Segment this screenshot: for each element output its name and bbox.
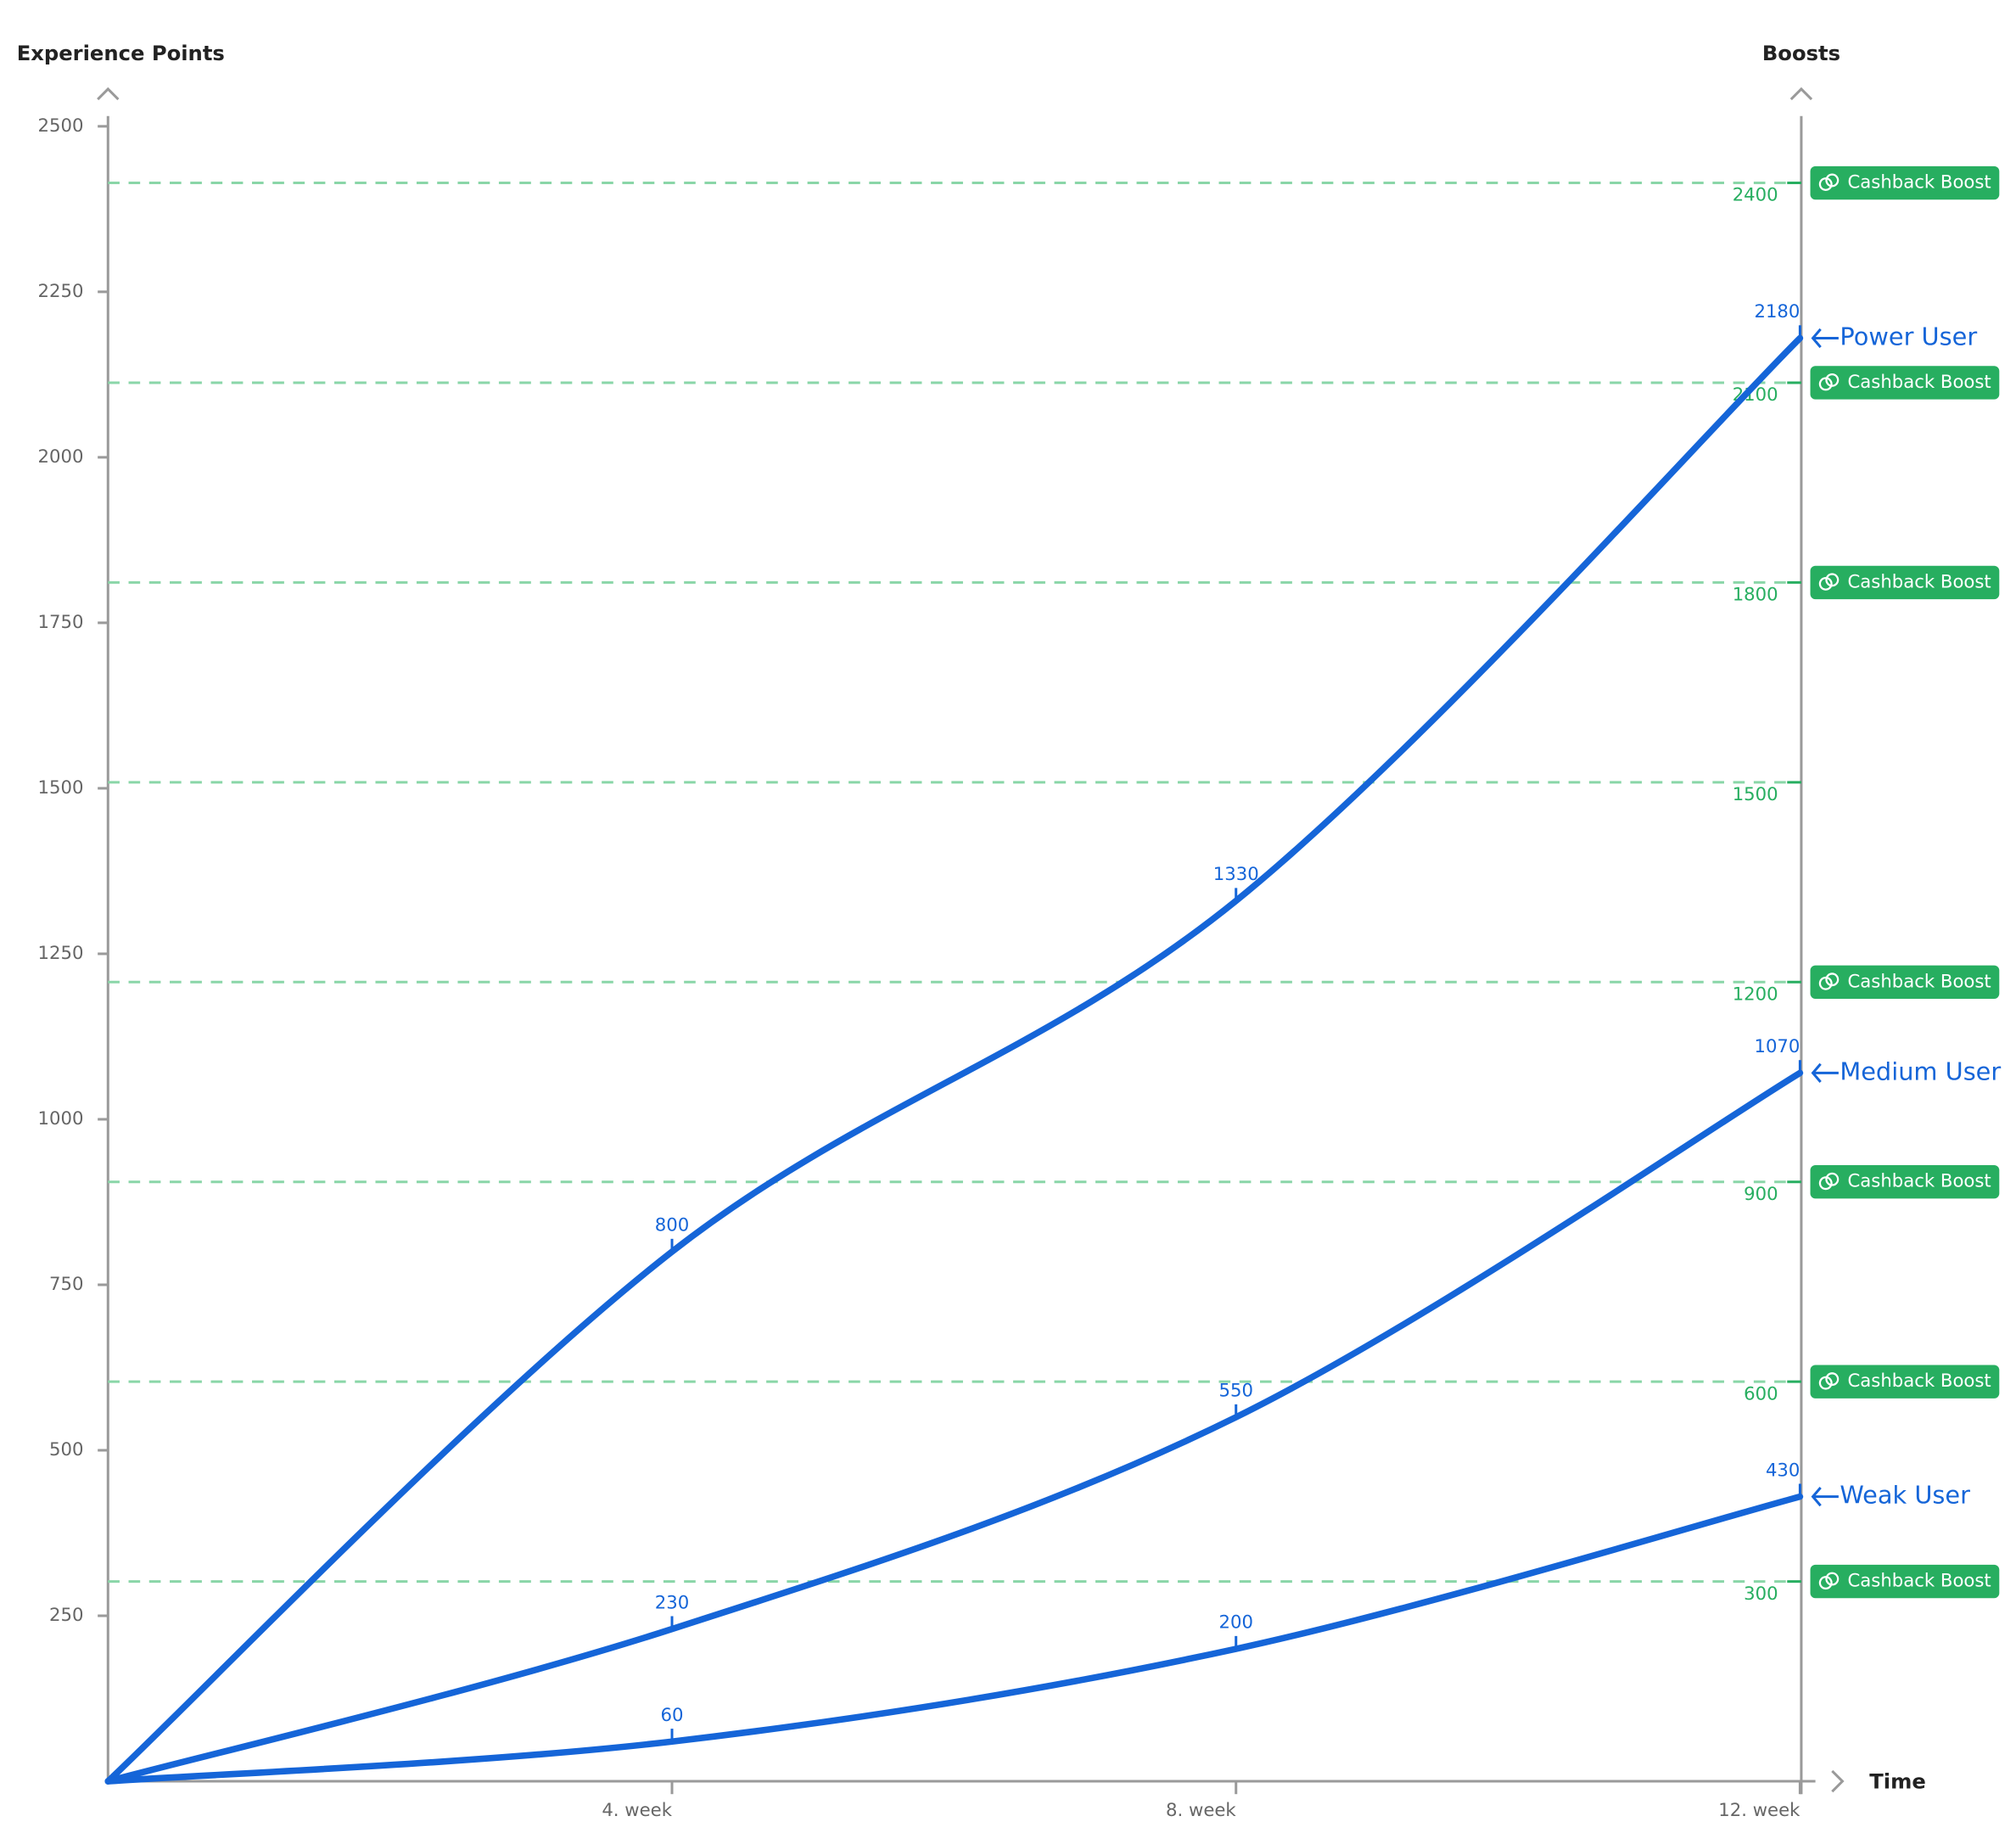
y2-tick-label: 900 (1744, 1184, 1778, 1205)
y2-axis-title: Boosts (1762, 41, 1840, 65)
boost-badge: Cashback Boost (1810, 565, 2000, 600)
boost-badge: Cashback Boost (1810, 165, 2000, 200)
badge-icon (1825, 573, 1840, 587)
y-tick-label: 1000 (38, 1108, 84, 1130)
x-axis-title: Time (1869, 1769, 1926, 1794)
value-label: 200 (1218, 1612, 1252, 1634)
y-tick-label: 250 (49, 1605, 83, 1626)
boost-badge: Cashback Boost (1810, 1365, 2000, 1399)
value-label: 230 (655, 1592, 689, 1613)
x-tick-label: 12. week (1718, 1800, 1800, 1821)
legend-label: Power User (1840, 322, 1977, 350)
y2-tick-label: 2400 (1733, 185, 1778, 206)
boost-badge: Cashback Boost (1810, 1564, 2000, 1599)
badge-label: Cashback Boost (1847, 372, 1991, 393)
y2-tick-label: 1500 (1733, 784, 1778, 805)
y2-tick-label: 1200 (1733, 984, 1778, 1005)
badge-box (1810, 565, 2000, 600)
y-tick-label: 500 (49, 1439, 83, 1460)
badge-label: Cashback Boost (1847, 1171, 1991, 1192)
badge-label: Cashback Boost (1847, 1371, 1991, 1392)
y-axis-title: Experience Points (17, 41, 225, 65)
boost-badge: Cashback Boost (1810, 965, 2000, 999)
badge-icon (1825, 1172, 1840, 1186)
y-tick-label: 2500 (38, 115, 84, 137)
y-tick-label: 2250 (38, 281, 84, 302)
value-label: 60 (661, 1705, 684, 1726)
legend-arrow (1811, 1487, 1822, 1507)
value-label: 550 (1218, 1381, 1252, 1402)
y2-tick-label: 300 (1744, 1584, 1778, 1605)
y-tick-label: 1250 (38, 943, 84, 964)
legend-label: Medium User (1840, 1057, 2001, 1085)
y-tick-label: 1750 (38, 612, 84, 633)
badge-icon (1825, 373, 1840, 387)
y-tick-label: 2000 (38, 446, 84, 468)
y2-tick-label: 600 (1744, 1383, 1778, 1404)
x-tick-label: 4. week (602, 1800, 672, 1821)
line (104, 1493, 1804, 1785)
boost-badge: Cashback Boost (1810, 366, 2000, 400)
badge-box (1810, 1165, 2000, 1199)
value-label: 1330 (1213, 864, 1259, 885)
badge-box (1810, 1365, 2000, 1399)
y-tick-label: 750 (49, 1274, 83, 1295)
badge-label: Cashback Boost (1847, 971, 1991, 992)
badge-icon (1825, 973, 1840, 987)
badge-icon (1825, 1372, 1840, 1387)
axes (97, 87, 1845, 1795)
badge-box (1810, 165, 2000, 200)
value-label: 800 (655, 1215, 689, 1236)
value-label: 430 (1766, 1460, 1800, 1481)
x-tick-label: 8. week (1166, 1800, 1236, 1821)
legend-arrow (1811, 328, 1822, 349)
badge-label: Cashback Boost (1847, 571, 1991, 592)
badge-icon (1825, 1572, 1840, 1586)
legend-label: Weak User (1840, 1481, 1970, 1510)
badge-box (1810, 965, 2000, 999)
y2-tick-label: 1800 (1733, 585, 1778, 606)
legend-arrow (1811, 1062, 1822, 1083)
badge-label: Cashback Boost (1847, 1571, 1991, 1592)
y-tick-label: 1500 (38, 777, 84, 799)
value-label: 2180 (1754, 301, 1800, 322)
line (104, 1069, 1804, 1785)
badge-label: Cashback Boost (1847, 172, 1991, 193)
line (104, 334, 1804, 1785)
badge-box (1810, 1564, 2000, 1599)
value-label: 1070 (1754, 1036, 1800, 1057)
boost-badge: Cashback Boost (1810, 1165, 2000, 1199)
badge-icon (1825, 173, 1840, 188)
badge-box (1810, 366, 2000, 400)
